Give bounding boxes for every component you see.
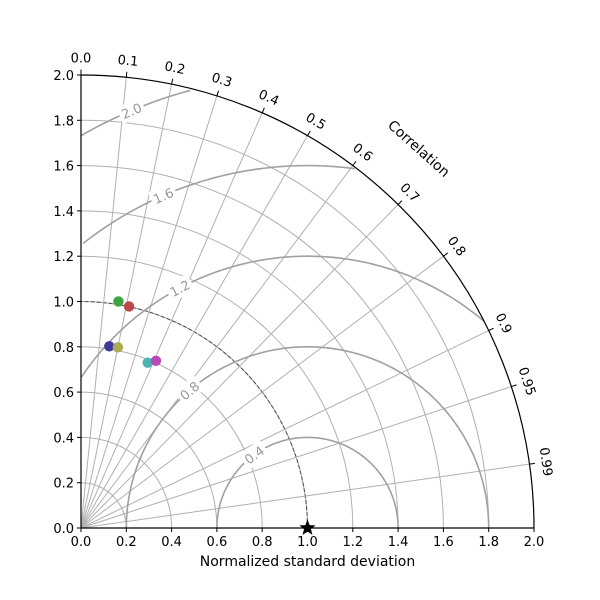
correlation-tick-label: 0.99 (536, 446, 555, 477)
y-tick-label: 1.6 (53, 160, 74, 175)
correlation-tick-mark (125, 71, 128, 78)
rms-contour (125, 345, 490, 529)
correlation-tick-mark (307, 130, 311, 136)
correlation-tick-label: 0.0 (71, 52, 92, 67)
x-tick-label: 0.8 (252, 535, 273, 550)
rms-label-background (173, 375, 206, 406)
y-tick-label: 0.6 (53, 386, 74, 401)
correlation-tick-mark (171, 78, 174, 85)
correlation-tick-label: 0.2 (163, 59, 186, 78)
data-point (123, 301, 135, 312)
correlation-tick-label: 0.8 (444, 234, 468, 260)
correlation-tick-mark (397, 200, 403, 205)
y-tick-label: 1.8 (53, 114, 74, 129)
data-point (142, 357, 153, 368)
rms-label-background (164, 274, 196, 303)
correlation-tick-mark (529, 462, 535, 465)
x-axis-label: Normalized standard deviation (200, 554, 415, 570)
correlation-tick-mark (352, 160, 357, 166)
rms-label-background (238, 439, 270, 470)
correlation-tick-mark (261, 107, 265, 114)
data-point (113, 296, 124, 307)
correlation-gridline (80, 330, 489, 529)
reference-std-arc (80, 300, 309, 529)
rms-contour (80, 255, 485, 378)
correlation-gridline (80, 165, 354, 529)
correlation-tick-label: 0.5 (303, 110, 328, 133)
y-tick-label: 1.0 (53, 296, 74, 311)
rms-label-background (147, 182, 179, 209)
correlation-tick-label: 0.3 (210, 70, 234, 91)
x-tick-label: 0.4 (161, 535, 182, 550)
rms-contour-label: 2.0 (120, 101, 145, 123)
rms-contour (216, 436, 399, 529)
x-tick-label: 0.6 (207, 535, 228, 550)
correlation-tick-label: 0.1 (117, 53, 139, 70)
x-tick-label: 2.0 (524, 535, 545, 550)
x-tick-label: 0.0 (71, 535, 92, 550)
rms-contour (82, 164, 355, 245)
y-tick-label: 0.2 (53, 477, 74, 492)
std-arc (80, 119, 490, 529)
std-arc (80, 255, 354, 529)
outer-correlation-arc (80, 74, 535, 529)
x-tick-label: 0.2 (116, 535, 137, 550)
y-tick-label: 1.2 (53, 250, 74, 265)
x-tick-label: 1.0 (297, 535, 318, 550)
correlation-gridline (80, 135, 308, 529)
x-tick-label: 1.8 (478, 535, 499, 550)
reference-star (299, 519, 316, 535)
correlation-tick-mark (488, 327, 494, 331)
correlation-gridline (80, 255, 444, 529)
y-tick-label: 0.0 (53, 522, 74, 537)
correlation-tick-mark (511, 384, 517, 388)
correlation-gridlines (80, 77, 530, 529)
correlation-gridline (80, 463, 530, 529)
y-tick-label: 1.4 (53, 205, 74, 220)
correlation-gridline (80, 386, 512, 529)
axes (80, 74, 535, 529)
std-arc (80, 210, 399, 529)
correlation-axis-label: Correlation (384, 117, 452, 180)
correlation-tick-label: 0.9 (492, 311, 515, 336)
x-tick-label: 1.4 (388, 535, 409, 550)
correlation-gridline (80, 95, 218, 529)
data-point (112, 342, 124, 353)
std-deviation-gridlines (80, 119, 490, 529)
std-arc (80, 165, 444, 529)
rms-label-background (115, 97, 147, 124)
correlation-tick-label: 0.4 (256, 87, 281, 109)
data-points (104, 296, 316, 535)
correlation-tick-mark (216, 90, 220, 97)
x-tick-label: 1.2 (342, 535, 363, 550)
correlation-gridline (80, 77, 127, 529)
data-point (104, 341, 115, 352)
correlation-tick-mark (443, 252, 449, 257)
data-point (150, 355, 162, 366)
std-arc (80, 391, 218, 529)
correlation-gridline (80, 112, 263, 529)
y-tick-label: 0.8 (53, 341, 74, 356)
correlation-tick-label: 0.6 (350, 141, 376, 165)
correlation-tick-label: 0.95 (515, 366, 538, 398)
x-tick-label: 1.6 (433, 535, 454, 550)
y-tick-label: 2.0 (53, 69, 74, 84)
y-tick-label: 0.4 (53, 431, 74, 446)
